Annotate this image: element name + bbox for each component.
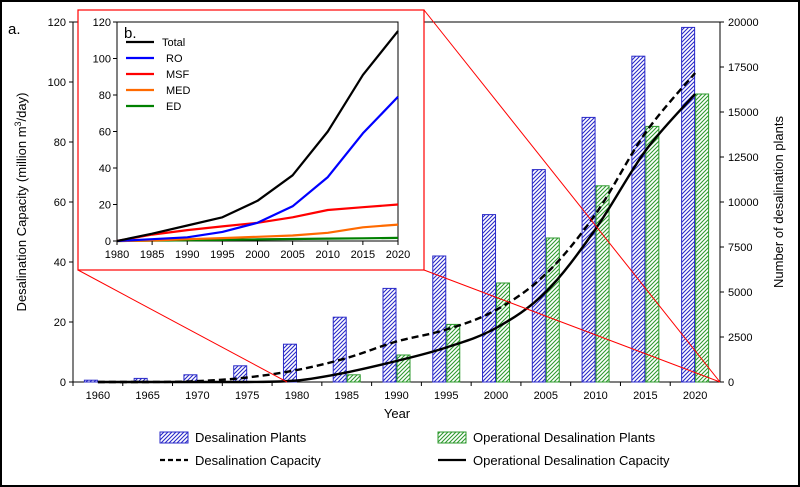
inset-y-tick-label: 60: [99, 127, 111, 139]
inset-legend-label-msf: MSF: [166, 69, 190, 81]
inset-legend-label-med: MED: [166, 85, 191, 97]
right-tick-label: 7500: [728, 242, 752, 254]
inset-legend: Total RO MSF MED ED: [126, 37, 191, 113]
inset-line-med: [116, 223, 399, 243]
main-lines: [97, 72, 697, 384]
legend-label-operational-plants: Operational Desalination Plants: [473, 430, 656, 445]
bar-plants-1990: [382, 287, 397, 383]
inset-legend-label-total: Total: [162, 37, 185, 49]
bar-plants-1995: [432, 255, 447, 383]
x-tick-label: 1990: [384, 390, 408, 402]
bar-operational-plants-2010: [595, 185, 610, 383]
bar-plants-1985: [332, 316, 347, 383]
x-tick-label: 1980: [285, 390, 309, 402]
bar-operational-plants-1990: [396, 354, 411, 383]
inset-y-tick-label: 20: [99, 200, 111, 212]
inset-x-tick-label: 1990: [175, 249, 199, 261]
inset-line-ro: [116, 96, 399, 243]
right-tick-label: 0: [728, 377, 734, 389]
legend-label-plants: Desalination Plants: [195, 430, 307, 445]
inset-y-tick-label: 120: [93, 17, 111, 29]
zoom-line-top-right: [423, 9, 721, 383]
left-tick-label: 80: [54, 137, 66, 149]
inset-y-tick-label: 80: [99, 90, 111, 102]
x-tick-label: 1995: [434, 390, 458, 402]
left-tick-label: 0: [60, 377, 66, 389]
inset-x-ticks: 1980 1985 1990 1995 2000 2005 2010 2015 2020: [105, 241, 410, 261]
legend-label-capacity: Desalination Capacity: [195, 453, 321, 468]
inset-x-tick-label: 2000: [245, 249, 269, 261]
x-tick-label: 2010: [583, 390, 607, 402]
inset-legend-label-ed: ED: [166, 101, 181, 113]
zoom-line-bottom-right: [423, 269, 721, 383]
inset-x-tick-label: 2020: [386, 249, 410, 261]
x-tick-label: 2020: [683, 390, 707, 402]
right-tick-label: 15000: [728, 107, 759, 119]
bar-plants-2020: [681, 26, 696, 383]
left-axis-title: Desalination Capacity (million m3/day): [13, 93, 29, 312]
zoom-connector-lines: [77, 9, 721, 383]
inset-x-tick-label: 2010: [316, 249, 340, 261]
bar-operational-plants-1995: [446, 323, 461, 383]
x-tick-label: 1970: [185, 390, 209, 402]
left-tick-label: 20: [54, 317, 66, 329]
inset-y-ticks: 0 20 40 60 80 100 120: [93, 17, 117, 248]
legend-label-operational-capacity: Operational Desalination Capacity: [473, 453, 670, 468]
inset-x-tick-label: 2015: [351, 249, 375, 261]
bar-operational-plants-2005: [545, 237, 560, 383]
legend-swatch-plants: [159, 431, 189, 444]
inset-x-tick-label: 1995: [210, 249, 234, 261]
left-tick-label: 120: [48, 17, 66, 29]
right-tick-label: 20000: [728, 17, 759, 29]
inset-y-tick-label: 40: [99, 163, 111, 175]
main-bars: [83, 26, 710, 383]
inset-x-tick-label: 1980: [105, 249, 129, 261]
bar-plants-1980: [282, 343, 297, 383]
x-tick-label: 2005: [534, 390, 558, 402]
inset-x-tick-label: 2005: [280, 249, 304, 261]
zoom-line-left: [77, 269, 288, 383]
right-tick-label: 2500: [728, 332, 752, 344]
x-tick-label: 2000: [484, 390, 508, 402]
left-tick-label: 100: [48, 77, 66, 89]
x-axis-title: Year: [384, 406, 411, 421]
x-tick-label: 1975: [235, 390, 259, 402]
x-tick-label: 1985: [334, 390, 358, 402]
inset-line-total: [116, 30, 399, 243]
bar-operational-plants-2015: [645, 125, 660, 383]
inset-panel: [77, 9, 425, 271]
x-tick-label: 1965: [135, 390, 159, 402]
bar-operational-plants-2020: [695, 93, 710, 383]
bar-plants-2015: [631, 55, 646, 383]
bar-operational-plants-1985: [346, 374, 361, 383]
right-tick-label: 10000: [728, 197, 759, 209]
left-tick-label: 40: [54, 257, 66, 269]
panel-label-b: b.: [124, 25, 137, 42]
inset-y-tick-label: 0: [105, 236, 111, 248]
inset-x-tick-label: 1985: [140, 249, 164, 261]
bar-plants-1960: [83, 379, 98, 383]
panel-label-a: a.: [8, 21, 21, 38]
right-tick-label: 17500: [728, 62, 759, 74]
x-tick-label: 1960: [86, 390, 110, 402]
right-axis-title: Number of desalination plants: [771, 116, 786, 288]
right-axis-ticks: 0 2500 5000 7500 10000 12500 15000 17500 20000: [720, 17, 759, 389]
right-tick-label: 5000: [728, 287, 752, 299]
left-tick-label: 60: [54, 197, 66, 209]
left-axis-ticks: 0 20 40 60 80 100 120: [48, 17, 73, 389]
inset-legend-label-ro: RO: [166, 53, 183, 65]
right-tick-label: 12500: [728, 152, 759, 164]
x-axis-ticks: 1960 1965 1970 1975 1980 1985 1990 1995 2000 2005…: [72, 382, 707, 402]
inset-y-tick-label: 100: [93, 54, 111, 66]
legend-swatch-operational-plants: [437, 431, 467, 444]
bar-plants-2010: [581, 116, 596, 383]
x-tick-label: 2015: [633, 390, 657, 402]
inset-lines: [116, 30, 399, 243]
bar-plants-2000: [482, 214, 497, 383]
main-legend: Desalination Plants Operational Desalina…: [159, 430, 670, 468]
line-operational-capacity: [97, 93, 697, 384]
